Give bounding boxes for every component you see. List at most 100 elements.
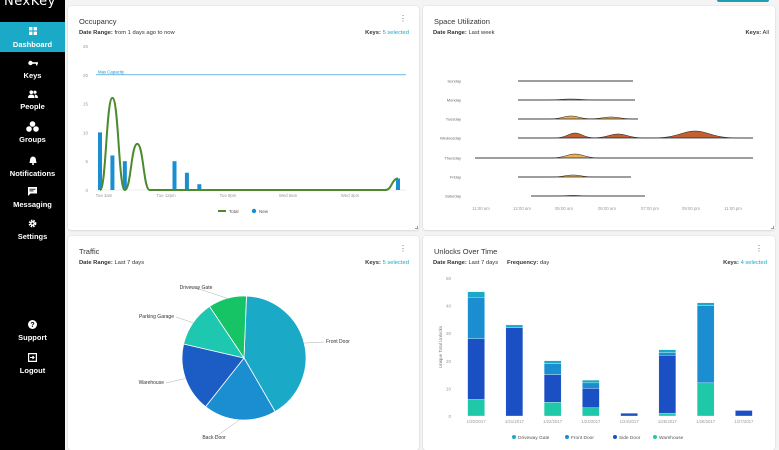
keys-filter: Keys: 4 selected — [723, 260, 767, 266]
pie-leader-line — [165, 378, 186, 384]
more-vert-icon[interactable]: ⋮ — [399, 14, 407, 23]
legend-marker — [613, 435, 617, 439]
x-tick-label: 1/27/2017 — [734, 419, 754, 424]
y-axis-label: Unique Total Unlocks — [438, 325, 443, 368]
legend-marker — [653, 435, 657, 439]
keys-selected-link[interactable]: 4 selected — [740, 260, 767, 266]
ridge-row — [518, 115, 639, 120]
sidebar-item-label: Logout — [19, 366, 46, 375]
sidebar-item-label: Groups — [19, 135, 46, 144]
unlocks-card: Unlocks Over Time ⋮ Date Range: Last 7 d… — [423, 236, 775, 450]
keys-value[interactable]: All — [762, 30, 769, 36]
legend-marker — [565, 435, 569, 439]
sidebar-item-settings[interactable]: Settings — [0, 218, 65, 241]
date-range-value[interactable]: from 1 days ago to now — [114, 30, 175, 36]
traffic-card: Traffic ⋮ Date Range: Last 7 days Keys: … — [68, 236, 419, 450]
stacked-bar-segment — [658, 349, 677, 353]
card-title: Unlocks Over Time — [434, 247, 498, 256]
resize-handle[interactable] — [771, 226, 774, 229]
sidebar-item-dashboard[interactable]: Dashboard — [0, 22, 65, 52]
legend-new-marker — [251, 208, 257, 214]
date-range-value[interactable]: Last 7 days — [468, 260, 499, 266]
new-bar — [172, 161, 177, 190]
sidebar-item-label: Settings — [17, 232, 48, 241]
y-tick-label: 10 — [446, 386, 452, 391]
x-tick-label: Wed 3pm — [341, 193, 360, 198]
x-tick-label: 1/22/2017 — [543, 419, 563, 424]
people-icon — [26, 88, 40, 99]
x-tick-label: 1/24/2017 — [620, 419, 640, 424]
stacked-bar-segment — [582, 407, 600, 417]
stacked-bar-segment — [543, 360, 562, 364]
more-vert-icon[interactable]: ⋮ — [399, 244, 407, 253]
pie-label: Back Door — [202, 435, 226, 441]
resize-handle[interactable] — [415, 226, 418, 229]
stacked-bar-segment — [696, 382, 715, 417]
ridge-row — [475, 153, 753, 159]
traffic-pie-chart: Front Door Back Door Warehouse Parking Gara… — [139, 285, 351, 441]
pie-label: Driveway Gate — [180, 285, 213, 291]
new-bar — [184, 172, 189, 190]
card-title: Traffic — [79, 247, 100, 256]
unlocks-bar-chart: 0 10 20 30 40 50 Unique Total Unlocks 1/20/2017… — [438, 276, 754, 441]
time-tick-label: 05:00 am — [598, 206, 616, 211]
stacked-bar-segment — [658, 355, 677, 414]
x-tick-label: 1/21/2017 — [505, 419, 525, 424]
y-tick-label: 15 — [83, 102, 89, 107]
sidebar-item-people[interactable]: People — [0, 88, 65, 111]
day-label: Wednesday — [440, 136, 461, 141]
frequency-value[interactable]: day — [539, 260, 550, 266]
dashboard-icon — [26, 26, 40, 37]
keys-filter: Keys: 5 selected — [365, 260, 409, 266]
occupancy-card: Occupancy ⋮ Date Range: from 1 days ago … — [68, 6, 419, 230]
date-range: Date Range: Last 7 days — [433, 260, 499, 266]
legend-total-label: Total — [229, 209, 239, 214]
date-range: Date Range: Last week — [433, 30, 495, 36]
stacked-bar-segment — [620, 413, 638, 417]
y-tick-label: 50 — [446, 276, 452, 281]
sidebar-item-label: Notifications — [9, 169, 56, 178]
x-tick-label: 1/20/2017 — [467, 419, 487, 424]
space-utilization-chart: Sunday Monday Tuesday Wednesday Thursday Frid… — [440, 79, 753, 211]
day-label: Thursday — [444, 156, 461, 161]
stacked-bar-segment — [658, 352, 677, 356]
sidebar-item-label: Keys — [23, 71, 42, 80]
sidebar-item-support[interactable]: ? Support — [0, 319, 65, 342]
stacked-bar-segment — [467, 399, 485, 417]
gear-icon — [26, 218, 40, 229]
legend-label: Warehouse — [659, 435, 684, 441]
date-range-value[interactable]: Last week — [468, 30, 495, 36]
time-tick-label: 11:00 am — [472, 206, 490, 211]
stacked-bar-segment — [735, 410, 753, 417]
date-range: Date Range: from 1 days ago to now — [79, 30, 175, 36]
stacked-bar-segment — [696, 302, 715, 306]
keys-selected-link[interactable]: 5 selected — [382, 30, 409, 36]
pie-slice — [205, 357, 276, 421]
stacked-bar-segment — [658, 413, 677, 417]
total-line — [99, 96, 399, 192]
sidebar-item-logout[interactable]: Logout — [0, 352, 65, 375]
app-logo: NexKey — [4, 0, 56, 9]
sidebar-item-messaging[interactable]: Messaging — [0, 186, 65, 209]
pie-label: Front Door — [326, 339, 350, 345]
card-title: Space Utilization — [434, 17, 490, 26]
stacked-bar-segment — [543, 363, 562, 375]
pie-slice — [243, 295, 307, 413]
date-range-value[interactable]: Last 7 days — [114, 260, 145, 266]
day-label: Monday — [447, 98, 461, 103]
frequency-filter: Frequency: day — [507, 260, 550, 266]
x-tick-label: 1/26/2017 — [696, 419, 716, 424]
legend-marker — [512, 435, 516, 439]
sidebar-item-notifications[interactable]: Notifications — [0, 155, 65, 178]
stacked-bar-segment — [696, 305, 715, 384]
sidebar-item-keys[interactable]: Keys — [0, 57, 65, 80]
help-icon: ? — [26, 319, 40, 330]
new-bar — [122, 161, 127, 190]
top-action-button[interactable] — [717, 0, 769, 2]
ridge-row — [518, 130, 753, 139]
keys-selected-link[interactable]: 5 selected — [382, 260, 409, 266]
sidebar-item-groups[interactable]: Groups — [0, 120, 65, 144]
time-tick-label: 07:00 pm — [641, 206, 659, 211]
more-vert-icon[interactable]: ⋮ — [755, 244, 763, 253]
stacked-bar-segment — [505, 324, 524, 328]
